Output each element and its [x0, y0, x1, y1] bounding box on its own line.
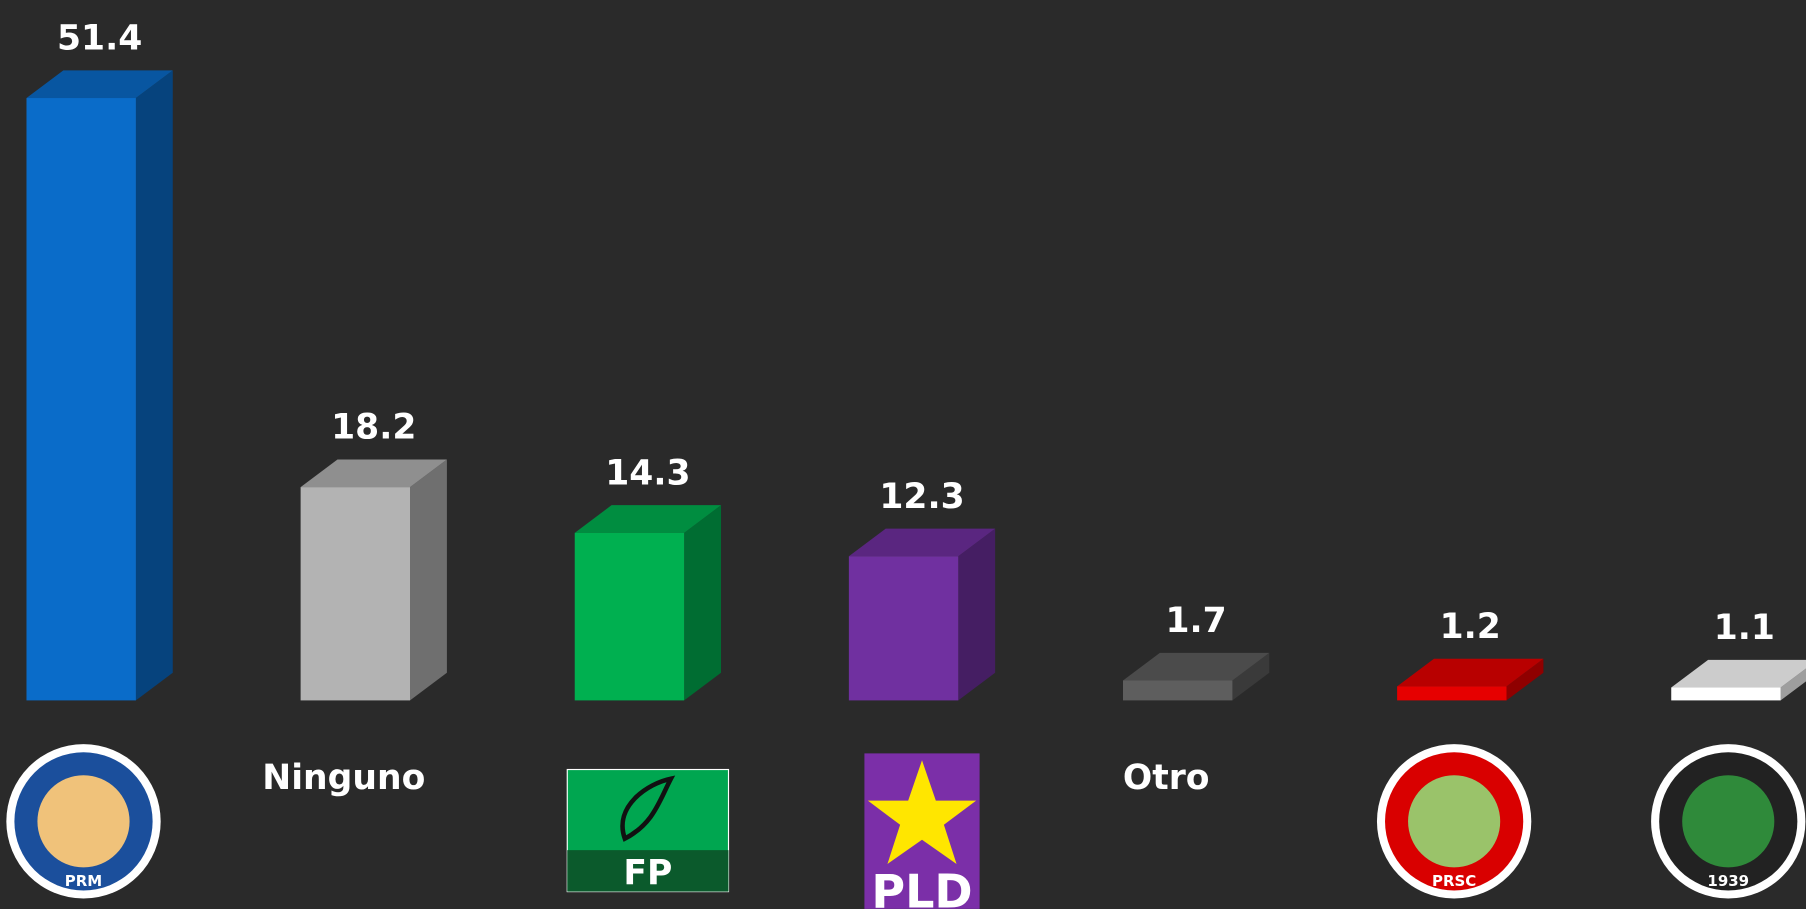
value-label: 51.4	[57, 19, 142, 59]
bar	[1122, 652, 1270, 701]
logo-leaf	[620, 775, 676, 842]
bar	[574, 505, 722, 701]
bar	[300, 459, 447, 701]
logo-center	[37, 775, 130, 868]
value-label: 1.2	[1440, 607, 1501, 647]
bar-side	[1506, 658, 1544, 701]
category-logo: FP	[566, 768, 730, 894]
value-label: 1.1	[1714, 608, 1775, 648]
bar-side	[1780, 668, 1806, 701]
bar	[1671, 659, 1806, 701]
bar-top	[574, 505, 722, 533]
value-label: 12.3	[879, 477, 964, 517]
category-logo: PRSC	[1376, 744, 1532, 899]
category-label: PRSC	[1432, 872, 1476, 890]
bar-top	[848, 528, 996, 557]
bar-side	[135, 70, 173, 701]
category-logo: 1939	[1651, 744, 1806, 899]
bar-side	[958, 528, 996, 701]
category-logo: PRM	[6, 744, 161, 899]
bar-top	[1122, 652, 1270, 681]
value-label: 18.2	[331, 408, 416, 448]
bar-top	[26, 70, 173, 99]
category-logo: PLD	[864, 753, 980, 909]
bar-front	[1122, 680, 1233, 701]
category-label: Otro	[1123, 758, 1210, 798]
logo-center	[1408, 775, 1501, 868]
bar-side	[684, 505, 722, 701]
bar-top	[1397, 658, 1544, 687]
bar-top	[1671, 659, 1806, 688]
bar	[1397, 658, 1544, 701]
bar-front	[26, 98, 136, 701]
logo-star	[867, 760, 977, 864]
bar	[848, 528, 996, 701]
bar-front	[574, 532, 685, 701]
category-label: FP	[623, 854, 672, 894]
bar	[26, 70, 173, 701]
logo-band	[567, 850, 729, 892]
bar-front	[300, 487, 411, 701]
bar-front	[848, 556, 959, 701]
value-label: 14.3	[605, 453, 690, 493]
category-label: 1939	[1707, 872, 1749, 890]
bar-side	[1232, 652, 1270, 701]
value-label: 1.7	[1166, 601, 1227, 641]
category-label: Ninguno	[262, 758, 425, 798]
bar-side	[410, 459, 447, 701]
bar-top	[300, 459, 447, 488]
logo-center	[1682, 775, 1775, 868]
bar-front	[1671, 687, 1781, 701]
bar-front	[1397, 686, 1507, 701]
category-label: PLD	[871, 865, 972, 909]
category-label: PRM	[65, 872, 102, 890]
